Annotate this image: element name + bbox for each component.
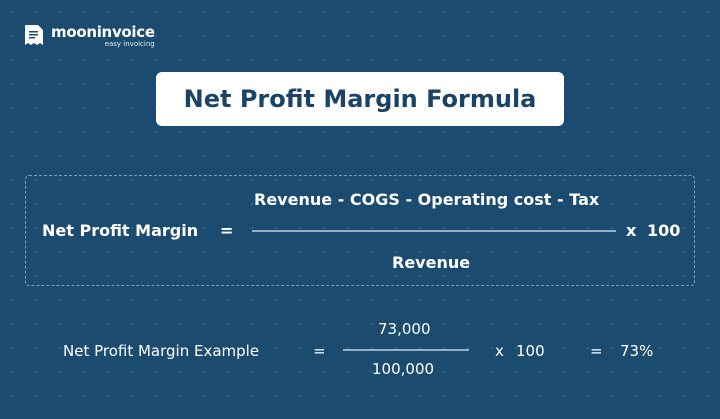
example-equals-result: = (590, 342, 603, 360)
example-equals: = (313, 342, 326, 360)
example-fraction-line (343, 349, 469, 351)
brand-tagline: easy invoicing (104, 40, 155, 48)
fraction-line (252, 230, 616, 232)
example-multiplier: 100 (516, 342, 545, 360)
page-title: Net Profit Margin Formula (183, 85, 537, 113)
example-label: Net Profit Margin Example (63, 342, 260, 360)
formula-multiplier: 100 (647, 221, 681, 240)
logo: mooninvoice easy invoicing (24, 24, 155, 48)
formula-label: Net Profit Margin (42, 221, 199, 240)
formula-times: x (626, 221, 637, 240)
example-times: x (495, 342, 504, 360)
invoice-icon (25, 25, 43, 45)
brand-name: mooninvoice (51, 23, 155, 41)
example-result: 73% (620, 342, 654, 360)
formula-equals: = (220, 221, 234, 240)
title-box: Net Profit Margin Formula (156, 72, 564, 126)
formula-box (25, 175, 695, 286)
formula-numerator: Revenue - COGS - Operating cost - Tax (254, 190, 600, 209)
example-numerator: 73,000 (378, 320, 431, 338)
example-denominator: 100,000 (372, 360, 435, 378)
formula-denominator: Revenue (392, 253, 471, 272)
